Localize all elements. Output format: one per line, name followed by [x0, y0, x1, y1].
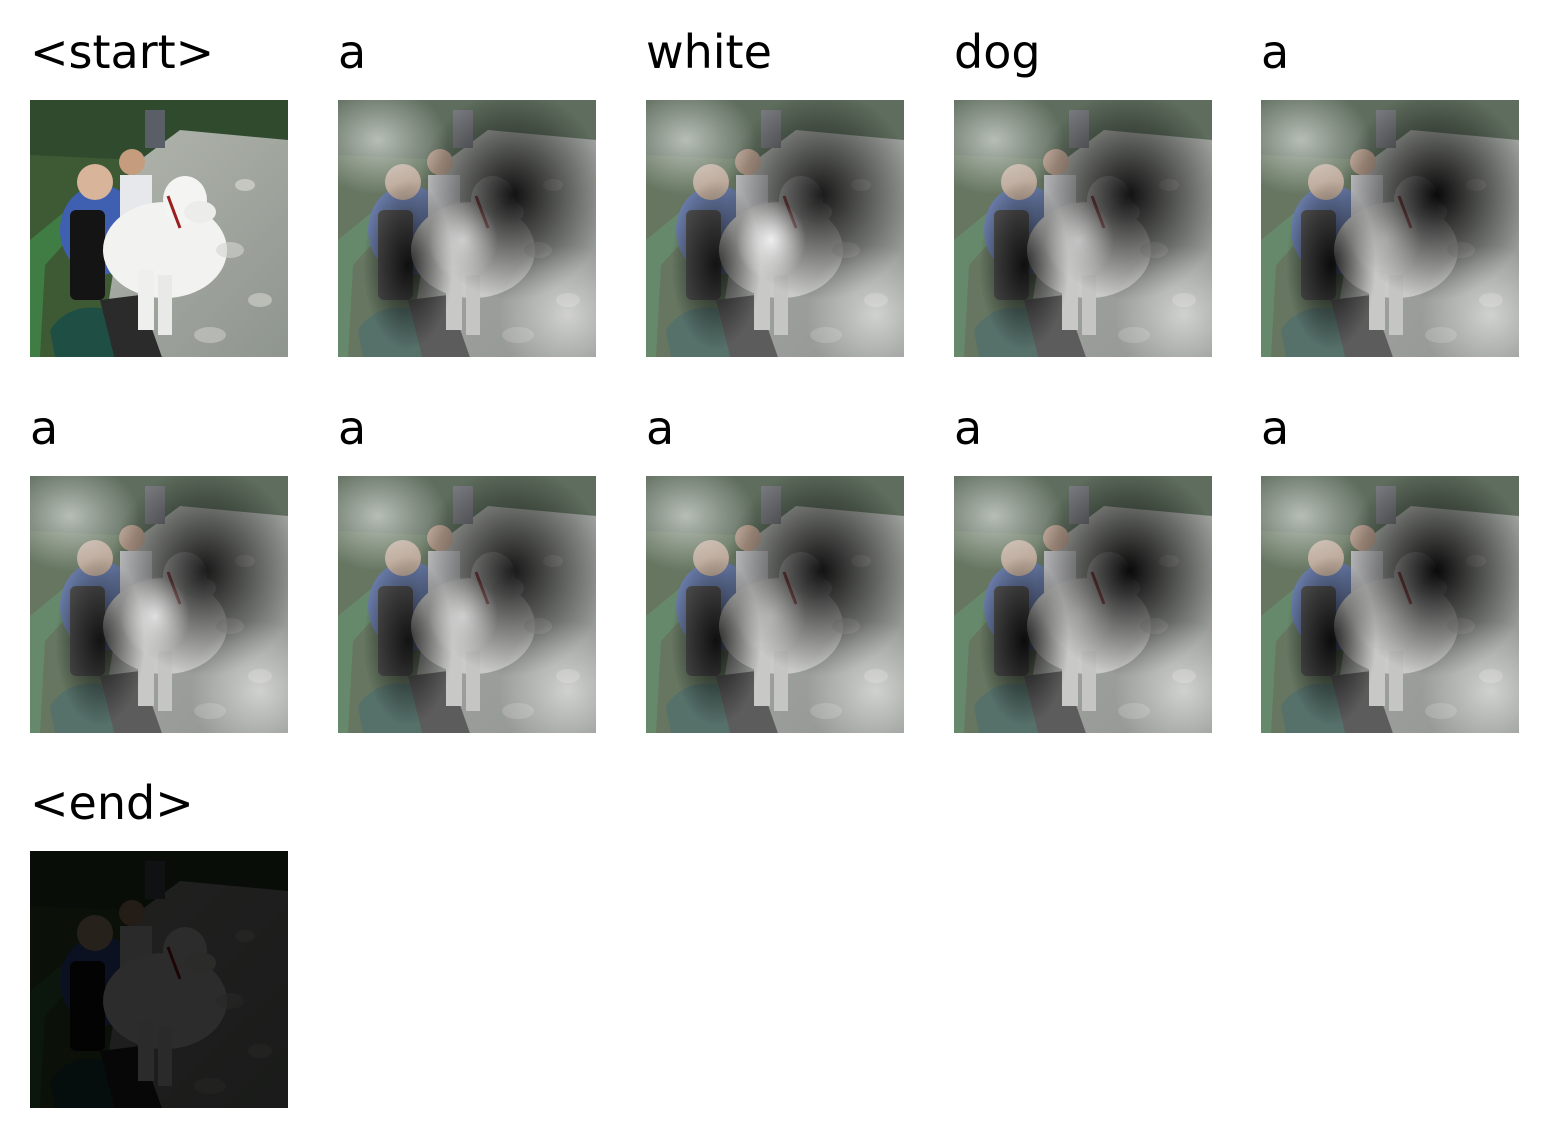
attention-map-image	[954, 476, 1212, 733]
token-label: a	[1261, 401, 1290, 455]
attention-map-image	[30, 476, 288, 733]
attention-map-image	[1261, 476, 1519, 733]
attention-map-image	[646, 476, 904, 733]
token-label: <end>	[30, 776, 194, 830]
token-label: <start>	[30, 25, 215, 79]
token-label: a	[30, 401, 59, 455]
token-label: a	[646, 401, 675, 455]
token-label: a	[954, 401, 983, 455]
token-label: white	[646, 25, 772, 79]
token-label: dog	[954, 25, 1041, 79]
attention-map-image	[338, 100, 596, 357]
attention-map-image	[1261, 100, 1519, 357]
attention-map-image	[954, 100, 1212, 357]
token-label: a	[338, 401, 367, 455]
token-label: a	[1261, 25, 1290, 79]
attention-map-image	[646, 100, 904, 357]
attention-map-image	[338, 476, 596, 733]
photo-image	[30, 100, 288, 357]
token-label: a	[338, 25, 367, 79]
photo-image	[30, 851, 288, 1108]
